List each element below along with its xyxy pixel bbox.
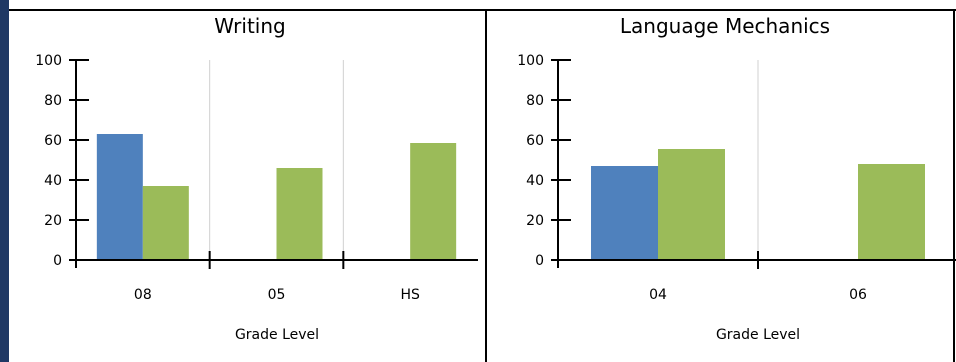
chart-title: Language Mechanics — [620, 14, 830, 38]
y-tick-label: 60 — [44, 133, 62, 149]
bars — [591, 149, 925, 260]
y-tick-label: 20 — [526, 213, 544, 229]
y-tick-label: 60 — [526, 133, 544, 149]
axes — [69, 59, 478, 269]
y-tick-label: 100 — [35, 53, 62, 69]
y-tick-label: 80 — [526, 93, 544, 109]
y-tick-label: 20 — [44, 213, 62, 229]
x-tick-label: 05 — [268, 287, 286, 303]
chart-title: Writing — [214, 14, 285, 38]
bar — [858, 164, 925, 260]
bar — [658, 149, 725, 260]
bar — [142, 186, 189, 260]
bar — [591, 166, 658, 260]
x-tick-labels: 04 06 — [649, 287, 867, 303]
bar — [96, 134, 143, 260]
frame-strip-left — [0, 0, 9, 362]
x-tick-label: 06 — [849, 287, 867, 303]
x-tick-label: HS — [400, 287, 420, 303]
chart-language-mechanics: Language Mechanics 0 20 40 60 80 100 04 06 Gra… — [517, 14, 956, 343]
y-tick-label: 0 — [535, 253, 544, 269]
x-tick-label: 08 — [134, 287, 152, 303]
x-tick-label: 04 — [649, 287, 667, 303]
bar — [410, 143, 457, 260]
y-tick-label: 100 — [517, 53, 544, 69]
axes — [551, 59, 956, 269]
y-tick-label: 40 — [526, 173, 544, 189]
y-tick-label: 0 — [53, 253, 62, 269]
x-tick-labels: 08 05 HS — [134, 287, 420, 303]
grid-lines — [209, 60, 344, 260]
x-axis-title: Grade Level — [235, 327, 319, 343]
y-tick-labels: 0 20 40 60 80 100 — [517, 53, 544, 269]
bars — [96, 134, 457, 260]
y-tick-label: 80 — [44, 93, 62, 109]
bar — [276, 168, 323, 260]
y-tick-labels: 0 20 40 60 80 100 — [35, 53, 62, 269]
chart-writing: Writing 0 20 40 60 80 100 08 05 HS Grade Level — [35, 14, 478, 343]
y-tick-label: 40 — [44, 173, 62, 189]
x-axis-title: Grade Level — [716, 327, 800, 343]
panel-borders — [9, 9, 956, 362]
